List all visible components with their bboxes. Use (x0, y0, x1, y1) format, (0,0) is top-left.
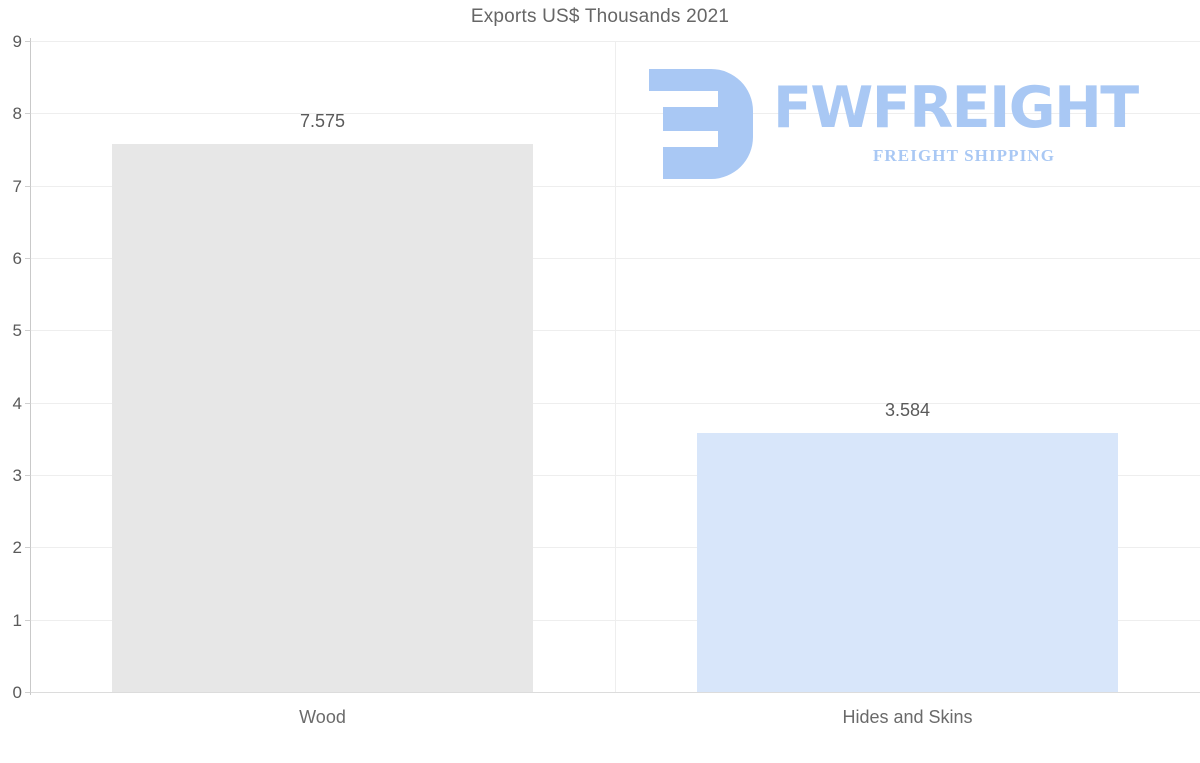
y-axis-line (30, 38, 31, 695)
y-tick-label: 5 (12, 321, 22, 341)
y-tick-mark (25, 185, 31, 187)
x-category-label: Wood (299, 707, 346, 727)
gridline-horizontal (30, 692, 1200, 693)
gridline-vertical (615, 41, 616, 692)
y-tick-label: 0 (12, 683, 22, 702)
y-tick-label: 4 (12, 393, 22, 413)
y-tick-label: 7 (12, 176, 22, 196)
bar[interactable] (111, 144, 534, 692)
y-tick-mark (25, 692, 31, 693)
y-tick-mark (25, 258, 31, 259)
y-tick-mark (25, 475, 31, 476)
plot-area (30, 41, 1200, 693)
bar-value-label: 3.584 (884, 399, 930, 420)
y-tick-mark (25, 113, 31, 115)
y-tick-label: 1 (12, 610, 22, 630)
chart-title: Exports US$ Thousands 2021 (470, 6, 730, 27)
x-category-label: Hides and Skins (842, 707, 973, 727)
y-tick-label: 8 (12, 104, 22, 124)
y-tick-label: 6 (12, 249, 22, 268)
y-tick-mark (25, 547, 31, 549)
y-tick-mark (25, 402, 31, 404)
bar[interactable] (696, 432, 1119, 692)
y-tick-mark (25, 330, 31, 332)
y-tick-label: 2 (12, 538, 22, 558)
bar-value-label: 7.575 (299, 111, 345, 132)
y-tick-label: 9 (12, 32, 22, 51)
y-tick-mark (25, 41, 31, 42)
y-tick-label: 3 (12, 466, 22, 485)
y-tick-mark (25, 619, 31, 621)
